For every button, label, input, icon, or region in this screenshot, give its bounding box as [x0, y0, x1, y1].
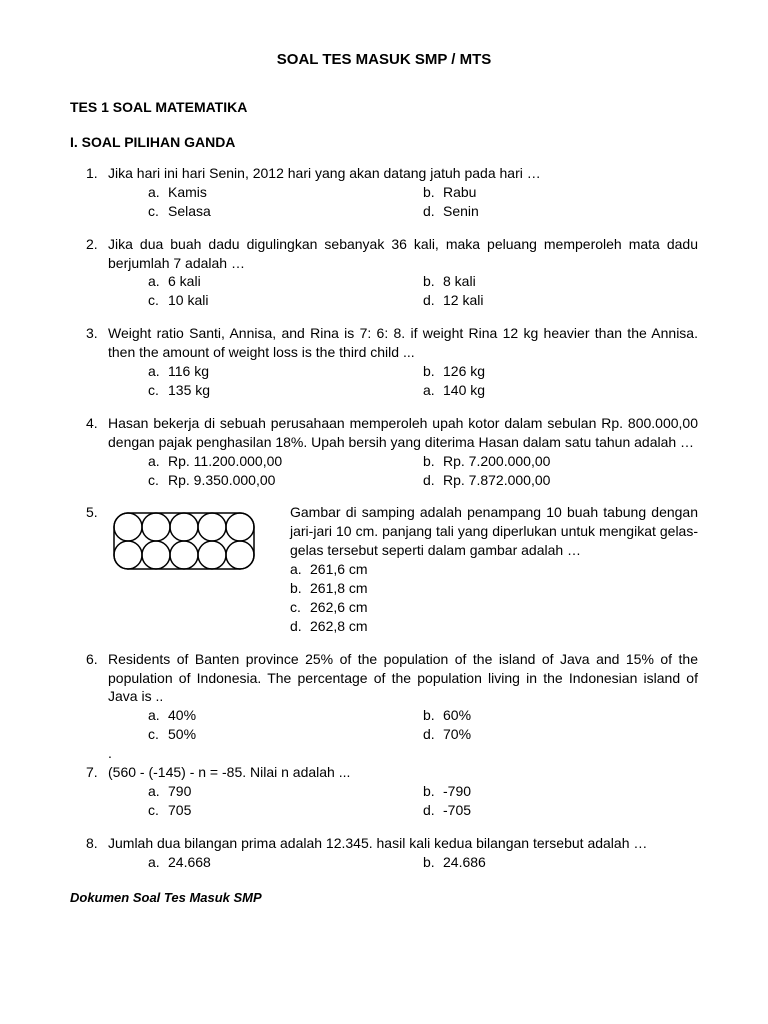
question-text: Jumlah dua bilangan prima adalah 12.345.… — [108, 834, 698, 853]
choice-value: 50% — [168, 725, 196, 744]
choice-letter: d. — [423, 801, 443, 820]
question-number: 7. — [86, 763, 108, 820]
choice-value: Rp. 7.200.000,00 — [443, 452, 550, 471]
question-list: 1. Jika hari ini hari Senin, 2012 hari y… — [70, 164, 698, 871]
choice-value: Senin — [443, 202, 479, 221]
question-6: 6. Residents of Banten province 25% of t… — [86, 650, 698, 763]
question-number: 8. — [86, 834, 108, 872]
choice-value: Kamis — [168, 183, 207, 202]
choice-value: Rp. 7.872.000,00 — [443, 471, 550, 490]
choice-letter: b. — [423, 853, 443, 872]
choice-letter: b. — [290, 579, 310, 598]
question-text: (560 - (-145) - n = -85. Nilai n adalah … — [108, 763, 698, 782]
question-number: 6. — [86, 650, 108, 763]
question-1: 1. Jika hari ini hari Senin, 2012 hari y… — [86, 164, 698, 221]
choice-value: 12 kali — [443, 291, 483, 310]
choice-value: 116 kg — [168, 362, 209, 381]
choice-letter: a. — [148, 706, 168, 725]
choice-value: 60% — [443, 706, 471, 725]
question-text: Residents of Banten province 25% of the … — [108, 650, 698, 707]
choice-value: 262,8 cm — [310, 617, 368, 636]
choice-letter: b. — [423, 706, 443, 725]
choice-letter: b. — [423, 183, 443, 202]
question-number: 2. — [86, 235, 108, 311]
choice-letter: b. — [423, 272, 443, 291]
choice-letter: c. — [290, 598, 310, 617]
choice-letter: d. — [290, 617, 310, 636]
question-number: 1. — [86, 164, 108, 221]
question-text: Jika dua buah dadu digulingkan sebanyak … — [108, 235, 698, 273]
choice-value: Rp. 9.350.000,00 — [168, 471, 275, 490]
question-text: Hasan bekerja di sebuah perusahaan mempe… — [108, 414, 698, 452]
choice-value: -790 — [443, 782, 471, 801]
choice-letter: b. — [423, 362, 443, 381]
choice-value: 261,8 cm — [310, 579, 368, 598]
choice-value: 262,6 cm — [310, 598, 368, 617]
question-4: 4. Hasan bekerja di sebuah perusahaan me… — [86, 414, 698, 490]
page-title: SOAL TES MASUK SMP / MTS — [70, 50, 698, 70]
question-7: 7. (560 - (-145) - n = -85. Nilai n adal… — [86, 763, 698, 820]
choice-letter: a. — [423, 381, 443, 400]
choice-letter: c. — [148, 202, 168, 221]
question-number: 4. — [86, 414, 108, 490]
question-text: Jika hari ini hari Senin, 2012 hari yang… — [108, 164, 698, 183]
choice-letter: a. — [148, 272, 168, 291]
choice-value: 40% — [168, 706, 196, 725]
choice-value: -705 — [443, 801, 471, 820]
choice-letter: c. — [148, 801, 168, 820]
choice-value: 126 kg — [443, 362, 485, 381]
choice-letter: b. — [423, 782, 443, 801]
question-text: Weight ratio Santi, Annisa, and Rina is … — [108, 324, 698, 362]
choice-letter: a. — [290, 560, 310, 579]
choice-value: Rp. 11.200.000,00 — [168, 452, 282, 471]
choice-letter: d. — [423, 291, 443, 310]
question-number: 3. — [86, 324, 108, 400]
section-heading: I. SOAL PILIHAN GANDA — [70, 133, 698, 152]
choice-letter: c. — [148, 381, 168, 400]
stray-dot: . — [108, 744, 698, 763]
choice-letter: a. — [148, 853, 168, 872]
diagram-circles — [108, 503, 278, 635]
choice-letter: a. — [148, 452, 168, 471]
choice-letter: c. — [148, 725, 168, 744]
question-3: 3. Weight ratio Santi, Annisa, and Rina … — [86, 324, 698, 400]
question-number: 5. — [86, 503, 108, 635]
choice-value: 24.668 — [168, 853, 211, 872]
choice-value: 10 kali — [168, 291, 208, 310]
choice-value: 8 kali — [443, 272, 476, 291]
question-2: 2. Jika dua buah dadu digulingkan sebany… — [86, 235, 698, 311]
choice-letter: a. — [148, 183, 168, 202]
choice-value: 135 kg — [168, 381, 210, 400]
test-subtitle: TES 1 SOAL MATEMATIKA — [70, 98, 698, 117]
choice-value: Rabu — [443, 183, 476, 202]
choice-value: 140 kg — [443, 381, 485, 400]
choice-value: 70% — [443, 725, 471, 744]
choice-letter: d. — [423, 725, 443, 744]
page-footer: Dokumen Soal Tes Masuk SMP — [70, 889, 698, 907]
choice-letter: c. — [148, 471, 168, 490]
choice-letter: d. — [423, 471, 443, 490]
question-text: Gambar di samping adalah penampang 10 bu… — [290, 503, 698, 560]
choice-value: 6 kali — [168, 272, 201, 291]
choice-letter: a. — [148, 782, 168, 801]
choice-letter: a. — [148, 362, 168, 381]
choice-value: 24.686 — [443, 853, 486, 872]
choice-letter: d. — [423, 202, 443, 221]
choice-value: 261,6 cm — [310, 560, 368, 579]
choice-value: 705 — [168, 801, 191, 820]
choice-value: Selasa — [168, 202, 211, 221]
choice-letter: b. — [423, 452, 443, 471]
choice-letter: c. — [148, 291, 168, 310]
question-8: 8. Jumlah dua bilangan prima adalah 12.3… — [86, 834, 698, 872]
question-5: 5. Gambar di samping adalah penampang 10… — [86, 503, 698, 635]
choice-value: 790 — [168, 782, 191, 801]
